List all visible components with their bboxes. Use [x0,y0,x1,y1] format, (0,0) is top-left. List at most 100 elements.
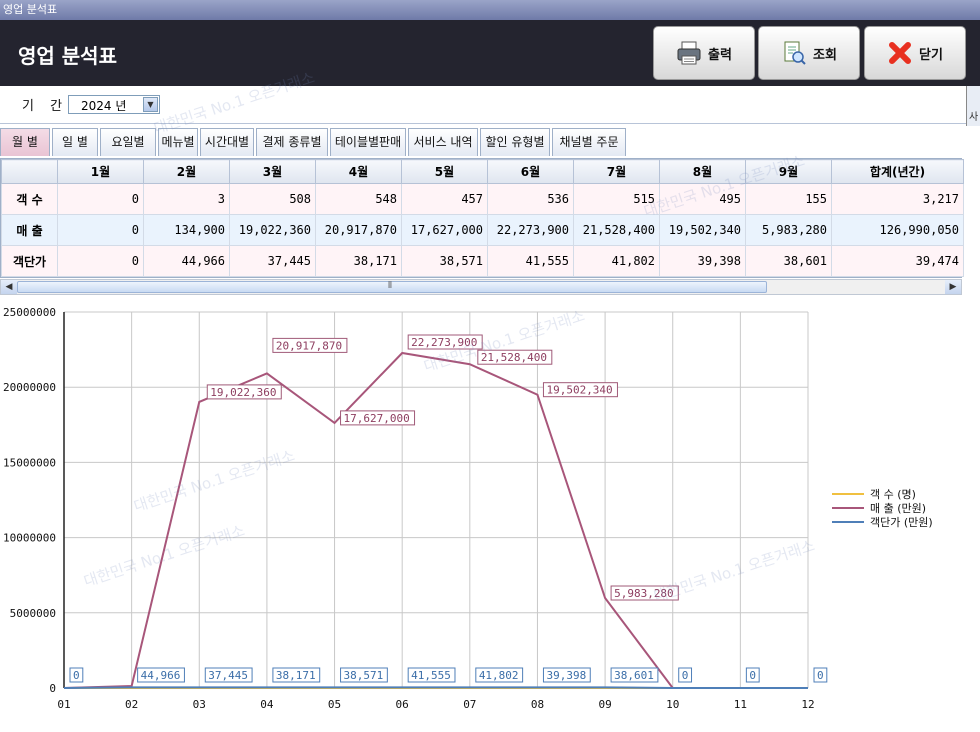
tab-channel-order[interactable]: 채널별 주문 [552,128,626,156]
x-tick-label: 11 [734,698,747,711]
page-title: 영업 분석표 [18,44,117,68]
table-cell[interactable]: 38,601 [745,245,832,277]
tab-hourly[interactable]: 시간대별 [200,128,254,156]
y-tick-label: 10000000 [3,532,56,545]
column-header[interactable]: 1월 [57,159,144,184]
search-document-icon [781,40,807,66]
search-button-label: 조회 [813,47,837,63]
x-tick-label: 06 [396,698,409,711]
table-cell[interactable]: 41,802 [573,245,660,277]
data-label: 38,601 [614,669,654,682]
legend-label: 객단가 (만원) [870,516,933,529]
horizontal-scrollbar[interactable]: ◀ ⦀ ▶ [0,279,962,295]
table-cell[interactable]: 44,966 [143,245,230,277]
data-label-box [610,585,679,601]
data-label: 17,627,000 [344,412,410,425]
table-cell[interactable]: 19,022,360 [229,214,316,246]
tab-daily[interactable]: 일 별 [52,128,98,156]
table-cell[interactable]: 0 [57,214,144,246]
scroll-right-icon[interactable]: ▶ [945,280,961,294]
data-label: 21,528,400 [481,351,547,364]
x-tick-label: 10 [666,698,679,711]
scrollbar-thumb[interactable]: ⦀ [17,281,767,293]
column-header[interactable]: 6월 [487,159,574,184]
table-cell[interactable]: 548 [315,183,402,215]
column-header[interactable]: 7월 [573,159,660,184]
y-tick-label: 5000000 [10,607,56,620]
window-titlebar[interactable]: 영업 분석표 [0,0,980,20]
data-label: 0 [682,669,689,682]
chevron-down-icon[interactable]: ▼ [143,97,158,112]
x-tick-label: 04 [260,698,274,711]
year-select[interactable]: 2024 년 ▼ [68,95,160,114]
table-cell[interactable]: 39,474 [831,245,964,277]
x-tick-label: 07 [463,698,476,711]
y-tick-label: 20000000 [3,381,56,394]
data-label: 41,555 [411,669,451,682]
table-cell[interactable]: 0 [57,183,144,215]
table-cell[interactable]: 37,445 [229,245,316,277]
table-row[interactable]: 객 수 0 3 508 548 457 536 515 495 155 3,21… [1,183,964,215]
data-label: 22,273,900 [411,336,477,349]
row-header: 매 출 [1,214,58,246]
table-row[interactable]: 매 출 0 134,900 19,022,360 20,917,870 17,6… [1,214,964,246]
data-label-box [610,667,659,683]
table-row[interactable]: 객단가 0 44,966 37,445 38,171 38,571 41,555… [1,245,964,277]
table-cell[interactable]: 38,571 [401,245,488,277]
table-cell[interactable]: 5,983,280 [745,214,832,246]
y-tick-label: 15000000 [3,456,56,469]
table-cell[interactable]: 536 [487,183,574,215]
table-cell[interactable]: 20,917,870 [315,214,402,246]
close-x-icon [887,40,913,66]
print-button[interactable]: 출력 [653,26,755,80]
column-header[interactable]: 9월 [745,159,832,184]
table-cell[interactable]: 3 [143,183,230,215]
tab-table-sales[interactable]: 테이블별판매 [330,128,406,156]
series-line-2 [63,686,808,689]
search-button[interactable]: 조회 [758,26,860,80]
column-header[interactable]: 2월 [143,159,230,184]
table-cell[interactable]: 134,900 [143,214,230,246]
column-header[interactable]: 8월 [659,159,746,184]
data-label-box [340,410,416,426]
y-tick-label: 0 [49,682,56,695]
table-cell[interactable]: 155 [745,183,832,215]
column-header[interactable]: 합계(년간) [831,159,964,184]
table-cell[interactable]: 515 [573,183,660,215]
column-header[interactable]: 3월 [229,159,316,184]
table-cell[interactable]: 41,555 [487,245,574,277]
row-header: 객 수 [1,183,58,215]
table-cell[interactable]: 22,273,900 [487,214,574,246]
tab-menu[interactable]: 메뉴별 [158,128,198,156]
column-header[interactable]: 5월 [401,159,488,184]
table-cell[interactable]: 508 [229,183,316,215]
table-cell[interactable]: 19,502,340 [659,214,746,246]
column-header[interactable]: 4월 [315,159,402,184]
data-label-box [813,667,828,683]
table-cell[interactable]: 126,990,050 [831,214,964,246]
table-cell[interactable]: 495 [659,183,746,215]
grip-icon: ⦀ [388,281,392,291]
tab-payment-type[interactable]: 결제 종류별 [256,128,328,156]
print-button-label: 출력 [708,47,732,63]
table-cell[interactable]: 457 [401,183,488,215]
table-cell[interactable]: 17,627,000 [401,214,488,246]
table-cell[interactable]: 21,528,400 [573,214,660,246]
tab-weekday[interactable]: 요일별 [100,128,156,156]
column-header[interactable] [1,159,58,184]
table-cell[interactable]: 0 [57,245,144,277]
background-window-char: 사 [969,112,979,123]
tab-monthly[interactable]: 월 별 [0,128,50,156]
table-cell[interactable]: 3,217 [831,183,964,215]
scroll-left-icon[interactable]: ◀ [1,280,17,294]
close-button[interactable]: 닫기 [864,26,966,80]
data-label-box [678,667,693,683]
table-cell[interactable]: 38,171 [315,245,402,277]
data-label-box [745,667,760,683]
data-label: 19,502,340 [546,384,612,397]
tab-service[interactable]: 서비스 내역 [408,128,478,156]
table-cell[interactable]: 39,398 [659,245,746,277]
data-label: 38,171 [276,669,316,682]
tab-discount-type[interactable]: 할인 유형별 [480,128,550,156]
data-label-box [272,337,348,353]
